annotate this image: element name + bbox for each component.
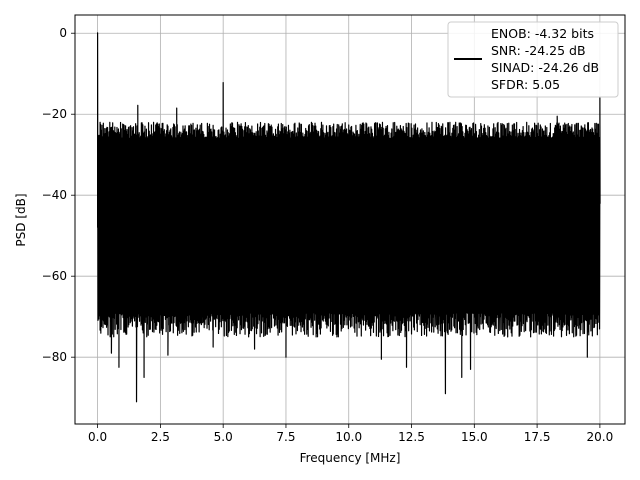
psd-series-line bbox=[97, 32, 601, 403]
x-tick-label: 5.0 bbox=[214, 430, 233, 444]
x-axis-label: Frequency [MHz] bbox=[300, 451, 401, 465]
x-tick-label: 2.5 bbox=[151, 430, 170, 444]
y-tick-label: −40 bbox=[42, 188, 67, 202]
legend: ENOB: -4.32 bits SNR: -24.25 dB SINAD: -… bbox=[447, 21, 619, 98]
x-tick-label: 20.0 bbox=[587, 430, 614, 444]
legend-entry-sinad: SINAD: -24.26 dB bbox=[491, 60, 599, 75]
x-tick-label: 0.0 bbox=[88, 430, 107, 444]
x-tick-label: 17.5 bbox=[524, 430, 551, 444]
legend-entry-snr: SNR: -24.25 dB bbox=[491, 43, 586, 58]
y-axis-label: PSD [dB] bbox=[14, 193, 28, 246]
y-tick-label: −60 bbox=[42, 269, 67, 283]
y-axis-ticks: 0 −20 −40 −60 −80 bbox=[42, 26, 75, 364]
legend-entry-enob: ENOB: -4.32 bits bbox=[491, 26, 594, 41]
x-tick-label: 7.5 bbox=[276, 430, 295, 444]
plot-area bbox=[97, 32, 601, 403]
legend-entry-sfdr: SFDR: 5.05 bbox=[491, 77, 560, 92]
x-tick-label: 10.0 bbox=[335, 430, 362, 444]
x-axis-ticks: 0.0 2.5 5.0 7.5 10.0 12.5 15.0 17.5 20.0 bbox=[88, 424, 613, 444]
x-tick-label: 12.5 bbox=[398, 430, 425, 444]
y-tick-label: 0 bbox=[59, 26, 67, 40]
axes-frame bbox=[74, 14, 626, 425]
y-tick-label: −20 bbox=[42, 107, 67, 121]
legend-box bbox=[447, 21, 619, 98]
y-tick-label: −80 bbox=[42, 350, 67, 364]
x-tick-label: 15.0 bbox=[461, 430, 488, 444]
